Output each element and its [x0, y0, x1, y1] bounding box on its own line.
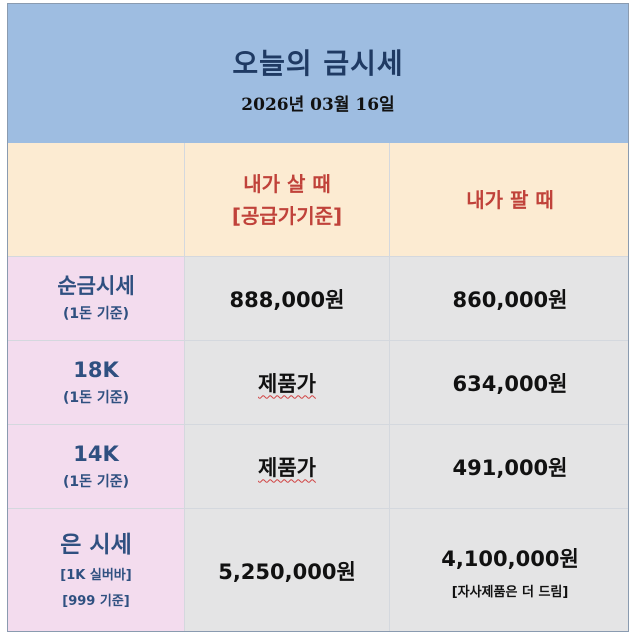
column-header-buy: 내가 살 때 [공급가기준]: [185, 143, 390, 257]
row-label: 18K: [73, 357, 119, 382]
corner-cell: [8, 143, 185, 257]
buy-price-pure-gold: 888,000원: [185, 257, 390, 341]
page-title: 오늘의 금시세: [232, 47, 404, 80]
price-value: 888,000원: [229, 287, 345, 312]
price-value: 491,000원: [452, 455, 568, 480]
row-label: 순금시세: [57, 273, 135, 298]
date-label: 2026년 03월 16일: [241, 95, 395, 115]
buy-header-text: 내가 살 때: [243, 171, 331, 196]
price-value: 4,100,000원: [441, 546, 579, 571]
row-sublabel: [999 기준]: [62, 594, 130, 609]
price-note: [자사제품은 더 드림]: [451, 584, 569, 600]
row-label-silver: 은 시세 [1K 실버바] [999 기준]: [8, 509, 185, 631]
row-label-pure-gold: 순금시세 (1돈 기준): [8, 257, 185, 341]
price-value: 5,250,000원: [218, 560, 356, 584]
price-value: 제품가: [258, 371, 316, 396]
row-sublabel: (1돈 기준): [62, 389, 130, 406]
price-value: 634,000원: [452, 371, 568, 396]
sell-price-pure-gold: 860,000원: [390, 257, 628, 341]
row-label: 14K: [73, 441, 119, 466]
sell-price-18k: 634,000원: [390, 341, 628, 425]
buy-price-silver: 5,250,000원: [185, 509, 390, 631]
sell-header-text: 내가 팔 때: [466, 187, 554, 212]
price-value: 860,000원: [452, 287, 568, 312]
row-label: 은 시세: [60, 532, 132, 558]
row-sublabel: (1돈 기준): [62, 473, 130, 490]
row-label-14k: 14K (1돈 기준): [8, 425, 185, 509]
row-sublabel: [1K 실버바]: [60, 568, 132, 583]
buy-price-18k: 제품가: [185, 341, 390, 425]
price-value: 제품가: [258, 455, 316, 480]
sell-price-silver: 4,100,000원 [자사제품은 더 드림]: [390, 509, 628, 631]
buy-header-basis: [공급가기준]: [231, 203, 343, 228]
gold-price-table: 오늘의 금시세 2026년 03월 16일 내가 살 때 [공급가기준] 내가 …: [7, 3, 629, 632]
row-sublabel: (1돈 기준): [62, 305, 130, 322]
row-label-18k: 18K (1돈 기준): [8, 341, 185, 425]
column-header-sell: 내가 팔 때: [390, 143, 628, 257]
title-header: 오늘의 금시세 2026년 03월 16일: [8, 4, 628, 144]
buy-price-14k: 제품가: [185, 425, 390, 509]
sell-price-14k: 491,000원: [390, 425, 628, 509]
